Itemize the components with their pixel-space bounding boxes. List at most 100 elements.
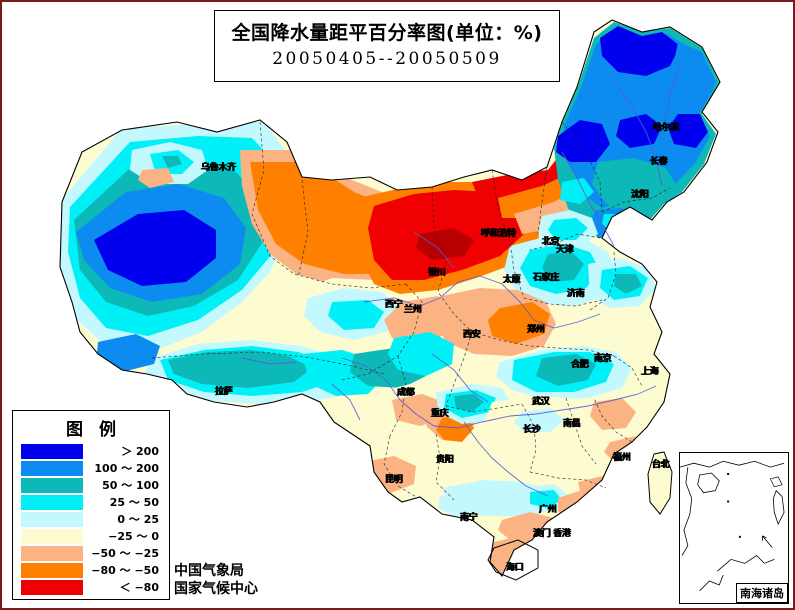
- city-label: 乌鲁木齐: [201, 163, 236, 173]
- legend-swatch: [21, 545, 83, 561]
- city-label: 拉萨: [215, 387, 233, 397]
- city-label: 西宁: [385, 300, 403, 310]
- city-label: 天津: [556, 245, 574, 255]
- city-marker-dot: [512, 277, 514, 279]
- legend-label: −80 ～ −50: [91, 564, 159, 577]
- city-marker-dot: [565, 247, 567, 249]
- city-marker-dot: [551, 239, 553, 241]
- city-label: 上海: [641, 367, 659, 377]
- agency-credit: 中国气象局 国家气候中心: [174, 563, 258, 598]
- page-title: 全国降水量距平百分率图(单位：%): [231, 21, 543, 44]
- legend-label: 25 ～ 50: [109, 496, 159, 509]
- inset-label: 南海诸岛: [736, 583, 788, 603]
- city-label: 石家庄: [533, 273, 560, 283]
- city-label: 武汉: [532, 397, 550, 407]
- city-marker-dot: [650, 369, 652, 371]
- city-marker-dot: [580, 362, 582, 364]
- legend-row: 100 ～ 200: [13, 460, 169, 476]
- city-label: 昆明: [385, 475, 403, 485]
- credit-line-1: 中国气象局: [174, 563, 244, 579]
- legend-label: 50 ～ 100: [102, 479, 159, 492]
- legend-row: 25 ～ 50: [13, 494, 169, 510]
- city-label: 合肥: [571, 360, 589, 370]
- city-label: 成都: [397, 388, 415, 398]
- city-label: 西安: [463, 330, 481, 340]
- city-label: 南京: [594, 354, 612, 364]
- city-label: 济南: [567, 289, 585, 299]
- legend-row: 50 ～ 100: [13, 477, 169, 493]
- legend-row: ＞ 200: [13, 443, 169, 459]
- city-label: 银川: [428, 268, 446, 278]
- city-marker-dot: [472, 332, 474, 334]
- city-marker-dot: [224, 389, 226, 391]
- city-marker-dot: [394, 302, 396, 304]
- legend-swatch: [21, 443, 83, 459]
- city-marker-dot: [536, 327, 538, 329]
- legend-row: −50 ～ −25: [13, 545, 169, 561]
- city-label: 兰州: [404, 305, 422, 315]
- legend-label: −50 ～ −25: [91, 547, 159, 560]
- legend-row: −25 ～ 0: [13, 528, 169, 544]
- city-marker-dot: [572, 421, 574, 423]
- legend-heading: 图例: [66, 420, 132, 440]
- legend-swatch: [21, 477, 83, 493]
- city-marker-dot: [469, 515, 471, 517]
- city-label: 北京: [542, 237, 560, 247]
- legend-row: ＜ −80: [13, 579, 169, 595]
- city-marker-dot: [548, 507, 550, 509]
- city-marker-dot: [542, 275, 544, 277]
- legend-swatch: [21, 528, 83, 544]
- inset-map: [680, 453, 788, 603]
- city-marker-dot: [662, 125, 664, 127]
- legend-box: 图例 ＞ 200 100 ～ 200 50 ～ 100 25 ～ 50 0 ～ 25 −2…: [12, 410, 170, 600]
- city-marker-dot: [490, 231, 492, 233]
- map-title-box: 全国降水量距平百分率图(单位：%) 20050405--20050509: [214, 10, 560, 82]
- city-label: 福州: [613, 453, 631, 463]
- city-label: 呼和浩特: [481, 229, 516, 239]
- legend-swatch: [21, 494, 83, 510]
- title-date-range: 20050405--20050509: [272, 48, 502, 69]
- city-label: 郑州: [527, 325, 545, 335]
- legend-swatch: [21, 562, 83, 578]
- legend-label: −25 ～ 0: [108, 530, 159, 543]
- city-marker-dot: [603, 356, 605, 358]
- city-label: 太原: [503, 275, 521, 285]
- legend-label: 0 ～ 25: [117, 513, 159, 526]
- city-label: 澳门 香港: [533, 529, 571, 539]
- city-marker-dot: [440, 411, 442, 413]
- legend-swatch: [21, 460, 83, 476]
- city-marker-dot: [622, 455, 624, 457]
- city-marker-dot: [210, 165, 212, 167]
- city-label: 长春: [650, 157, 668, 167]
- legend-swatch: [21, 579, 83, 595]
- city-label: 南宁: [460, 513, 478, 523]
- city-marker-dot: [576, 291, 578, 293]
- legend-label: 100 ～ 200: [94, 462, 159, 475]
- south-china-sea-inset: 南海诸岛: [679, 452, 789, 604]
- city-marker-dot: [515, 565, 517, 567]
- legend-row: 0 ～ 25: [13, 511, 169, 527]
- city-marker-dot: [532, 427, 534, 429]
- city-label: 南昌: [563, 419, 581, 429]
- legend-label: ＜ −80: [119, 581, 159, 594]
- legend-rows: ＞ 200 100 ～ 200 50 ～ 100 25 ～ 50 0 ～ 25 −25 ～…: [13, 443, 169, 595]
- city-marker-dot: [445, 457, 447, 459]
- city-marker-dot: [659, 159, 661, 161]
- city-label: 重庆: [431, 409, 449, 419]
- city-marker-dot: [413, 307, 415, 309]
- city-label: 长沙: [523, 425, 541, 435]
- credit-line-2: 国家气候中心: [174, 580, 258, 597]
- city-label: 海口: [506, 563, 524, 573]
- city-marker-dot: [406, 390, 408, 392]
- city-label: 哈尔滨: [653, 123, 680, 133]
- legend-row: −80 ～ −50: [13, 562, 169, 578]
- city-label: 贵阳: [436, 455, 454, 465]
- city-marker-dot: [640, 192, 642, 194]
- city-marker-dot: [394, 477, 396, 479]
- legend-swatch: [21, 511, 83, 527]
- city-marker-dot: [661, 462, 663, 464]
- city-label: 广州: [539, 505, 557, 515]
